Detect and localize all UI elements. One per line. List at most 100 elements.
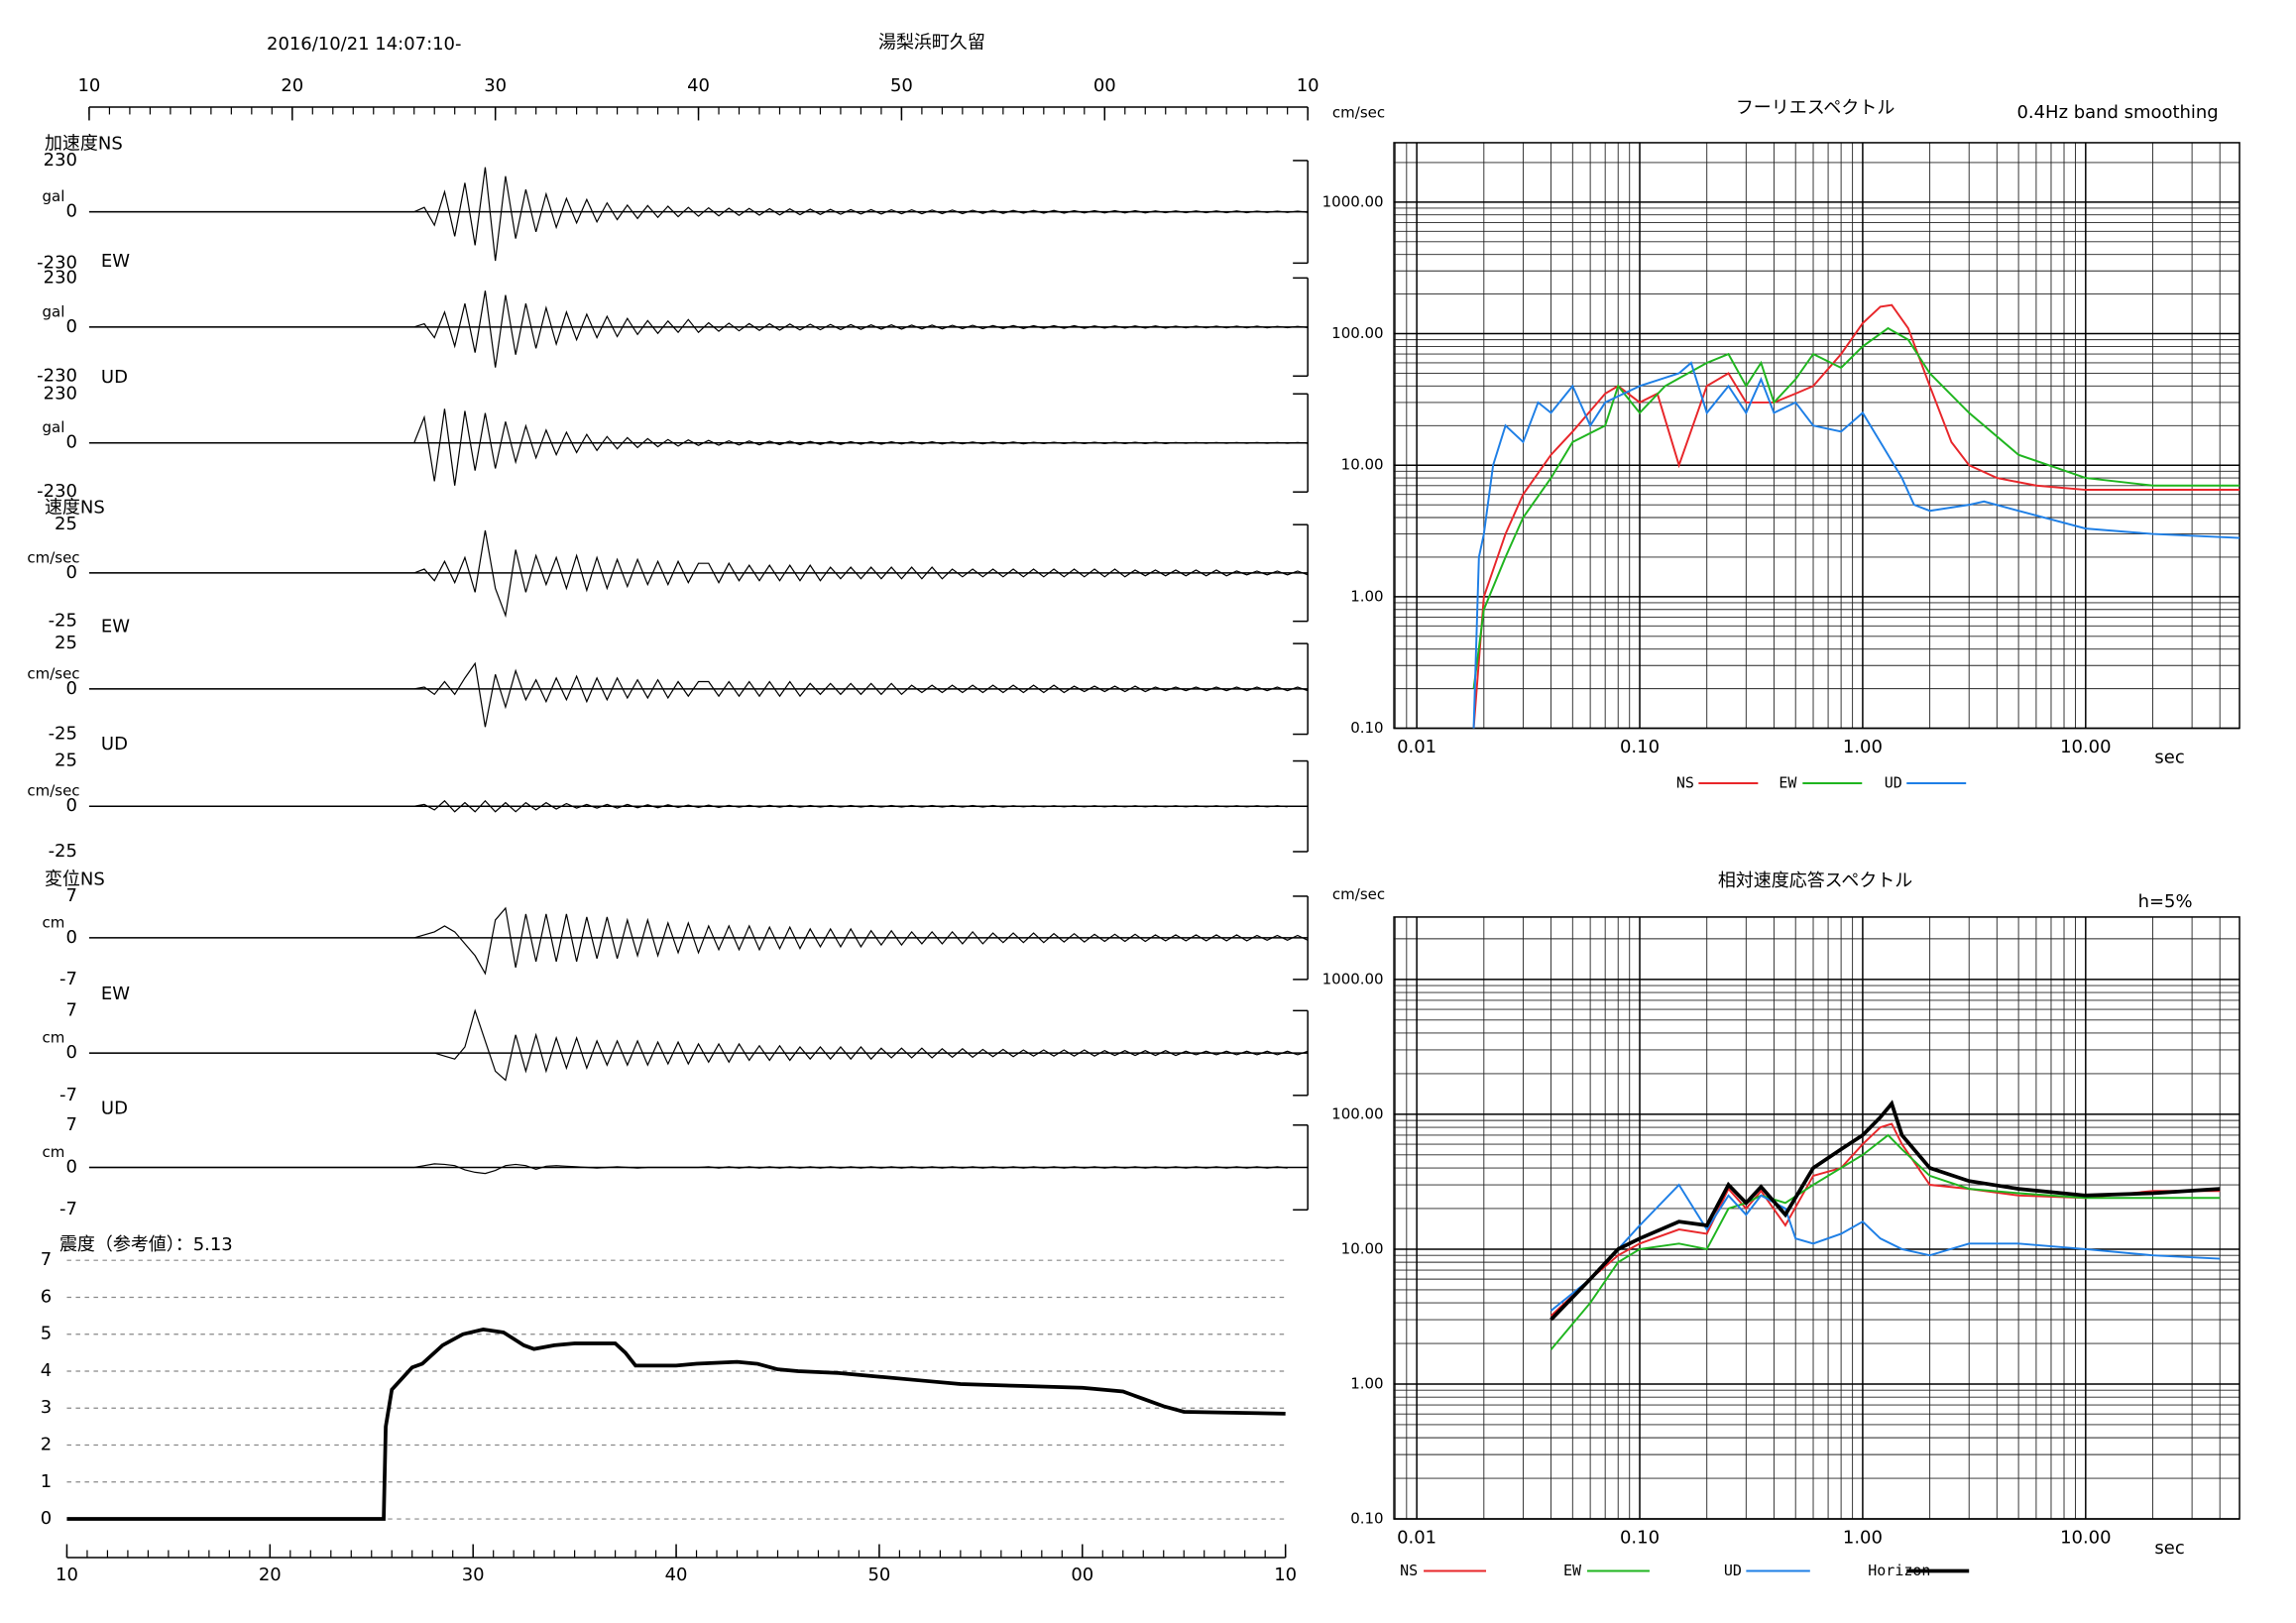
unit-label: cm bbox=[43, 1029, 65, 1047]
x-axis-label: sec bbox=[2154, 748, 2184, 768]
y-tick-label: 5 bbox=[41, 1324, 52, 1344]
x-tick-label: 0.10 bbox=[1620, 737, 1660, 757]
legend-label: EW bbox=[1779, 774, 1797, 792]
x-tick-label: 10 bbox=[1274, 1565, 1297, 1585]
spectrum-line bbox=[1550, 1183, 2221, 1312]
chart-title: フーリエスペクトル bbox=[1736, 97, 1894, 118]
panel-label: 加速度NS bbox=[45, 133, 123, 154]
x-axis-label: sec bbox=[2154, 1538, 2184, 1559]
unit-label: cm bbox=[43, 913, 65, 931]
y-tick-label: -25 bbox=[49, 611, 77, 632]
y-tick-label: 230 bbox=[44, 150, 77, 171]
y-tick-label: 0 bbox=[41, 1508, 52, 1529]
y-tick-label: 1.00 bbox=[1350, 1374, 1383, 1392]
x-tick-label: 0.01 bbox=[1397, 737, 1436, 757]
y-tick-label: -230 bbox=[37, 252, 77, 273]
x-tick-label: 10.00 bbox=[2060, 737, 2111, 757]
unit-label: gal bbox=[43, 418, 65, 436]
y-tick-label: -7 bbox=[59, 1085, 77, 1105]
x-tick-label: 20 bbox=[259, 1565, 282, 1585]
unit-label: cm/sec bbox=[27, 664, 79, 682]
y-tick-label: 3 bbox=[41, 1397, 52, 1418]
intensity-line bbox=[66, 1327, 1286, 1521]
x-tick-label: 00 bbox=[1071, 1565, 1093, 1585]
y-tick-label: 0 bbox=[66, 678, 77, 699]
station-title: 湯梨浜町久留 bbox=[878, 33, 985, 54]
y-tick-label: 25 bbox=[55, 514, 77, 534]
y-tick-label: 4 bbox=[41, 1360, 52, 1381]
waveform-trace bbox=[88, 1008, 1309, 1082]
spectrum-line bbox=[1472, 303, 2240, 729]
plot-frame bbox=[1393, 916, 2240, 1520]
y-tick-label: 0 bbox=[66, 1042, 77, 1063]
y-tick-label: 25 bbox=[55, 751, 77, 771]
panel-label: UD bbox=[101, 367, 128, 388]
y-tick-label: 0.10 bbox=[1350, 719, 1383, 737]
x-tick-label: 10 bbox=[1297, 75, 1320, 96]
legend-label: UD bbox=[1885, 774, 1902, 792]
y-tick-label: 100.00 bbox=[1331, 324, 1383, 342]
spectrum-line bbox=[1550, 1133, 2221, 1350]
x-tick-label: 20 bbox=[281, 75, 303, 96]
panel-label: 変位NS bbox=[45, 869, 105, 889]
waveform-trace bbox=[88, 408, 1309, 486]
panel-label: UD bbox=[101, 1098, 128, 1118]
panel-label: EW bbox=[101, 251, 130, 272]
chart-subtitle: h=5% bbox=[2138, 891, 2193, 912]
y-tick-label: 0 bbox=[66, 432, 77, 453]
x-tick-label: 10 bbox=[78, 75, 101, 96]
y-tick-label: 0 bbox=[66, 927, 77, 948]
spectrum-line bbox=[1550, 1122, 2221, 1317]
y-tick-label: -25 bbox=[49, 841, 77, 862]
y-tick-label: 230 bbox=[44, 267, 77, 288]
x-tick-label: 1.00 bbox=[1843, 737, 1883, 757]
y-tick-label: 0 bbox=[66, 1157, 77, 1178]
y-tick-label: -7 bbox=[59, 1199, 77, 1219]
x-tick-label: 30 bbox=[484, 75, 507, 96]
intensity-title: 震度（参考値）：5.13 bbox=[59, 1234, 233, 1255]
unit-label: gal bbox=[43, 302, 65, 320]
y-tick-label: 7 bbox=[66, 999, 77, 1020]
y-axis-label: cm/sec bbox=[1332, 885, 1385, 903]
unit-label: cm/sec bbox=[27, 548, 79, 566]
y-tick-label: -25 bbox=[49, 724, 77, 745]
unit-label: gal bbox=[43, 187, 65, 205]
unit-label: cm bbox=[43, 1143, 65, 1161]
x-tick-label: 00 bbox=[1093, 75, 1116, 96]
y-tick-label: -230 bbox=[37, 365, 77, 386]
y-tick-label: 1000.00 bbox=[1322, 192, 1384, 210]
y-tick-label: 10.00 bbox=[1341, 456, 1384, 474]
unit-label: cm/sec bbox=[27, 782, 79, 800]
spectrum-line bbox=[1472, 326, 2240, 689]
y-tick-label: 0 bbox=[66, 201, 77, 222]
y-tick-label: 1.00 bbox=[1350, 587, 1383, 605]
x-tick-label: 50 bbox=[890, 75, 913, 96]
x-tick-label: 40 bbox=[687, 75, 710, 96]
waveform-trace bbox=[88, 290, 1309, 368]
legend-label: Horizon bbox=[1868, 1562, 1930, 1579]
panel-label: 速度NS bbox=[45, 498, 105, 519]
x-tick-label: 1.00 bbox=[1843, 1528, 1883, 1549]
y-tick-label: 7 bbox=[66, 1114, 77, 1135]
y-tick-label: 6 bbox=[41, 1286, 52, 1307]
waveform-trace bbox=[88, 661, 1309, 728]
x-tick-label: 50 bbox=[867, 1565, 890, 1585]
y-tick-label: 230 bbox=[44, 383, 77, 404]
y-tick-label: 7 bbox=[66, 885, 77, 906]
waveform-trace bbox=[88, 799, 1288, 813]
x-tick-label: 0.01 bbox=[1397, 1528, 1436, 1549]
panel-label: UD bbox=[101, 734, 128, 754]
y-tick-label: 0.10 bbox=[1350, 1510, 1383, 1528]
panel-label: EW bbox=[101, 984, 130, 1004]
y-tick-label: 7 bbox=[41, 1249, 52, 1270]
waveform-trace bbox=[88, 529, 1309, 619]
y-tick-label: -7 bbox=[59, 969, 77, 989]
y-tick-label: 2 bbox=[41, 1435, 52, 1455]
y-tick-label: 0 bbox=[66, 795, 77, 816]
legend-label: UD bbox=[1724, 1562, 1742, 1579]
y-tick-label: 0 bbox=[66, 316, 77, 337]
x-tick-label: 10.00 bbox=[2060, 1528, 2111, 1549]
waveform-trace bbox=[88, 167, 1309, 262]
y-tick-label: 1000.00 bbox=[1322, 970, 1384, 987]
